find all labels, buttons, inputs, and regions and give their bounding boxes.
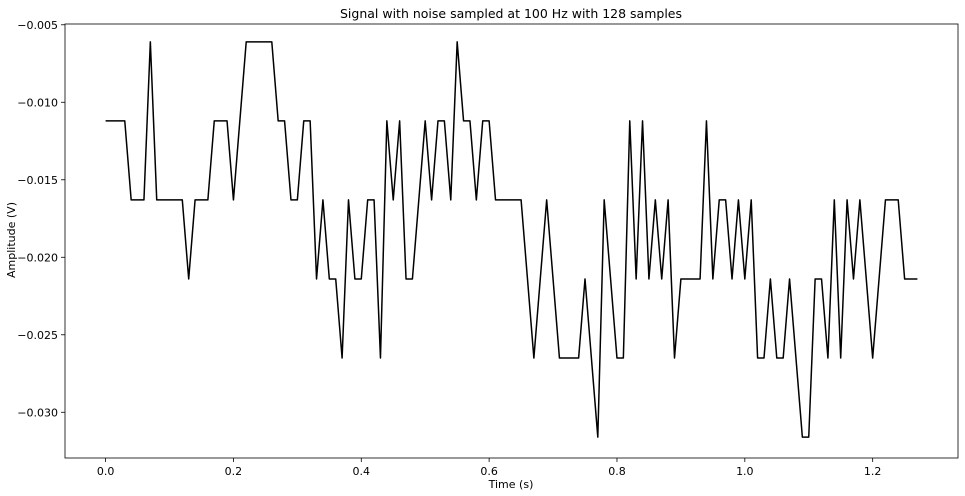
x-tick-label: 0.4 (353, 465, 371, 478)
series-line (105, 41, 918, 438)
y-tick-label: −0.020 (17, 251, 58, 264)
y-tick-label: −0.010 (17, 96, 58, 109)
x-tick-label: 1.2 (864, 465, 882, 478)
x-tick-label: 1.0 (736, 465, 754, 478)
x-tick-label: 0.8 (608, 465, 626, 478)
x-axis: 0.0 0.2 0.4 0.6 0.8 1.0 1.2 (97, 458, 882, 478)
y-axis-label: Amplitude (V) (5, 202, 18, 278)
y-axis: −0.005 −0.010 −0.015 −0.020 −0.025 −0.030 (17, 19, 65, 419)
x-tick-label: 0.2 (225, 465, 243, 478)
x-axis-label: Time (s) (488, 478, 534, 491)
x-tick-label: 0.6 (480, 465, 498, 478)
y-tick-label: −0.015 (17, 174, 58, 187)
chart-title: Signal with noise sampled at 100 Hz with… (340, 6, 682, 21)
plot-area (64, 23, 959, 459)
y-tick-label: −0.005 (17, 19, 58, 32)
y-tick-label: −0.025 (17, 329, 58, 342)
x-tick-label: 0.0 (97, 465, 115, 478)
plot-frame (64, 23, 959, 459)
y-tick-label: −0.030 (17, 406, 58, 419)
